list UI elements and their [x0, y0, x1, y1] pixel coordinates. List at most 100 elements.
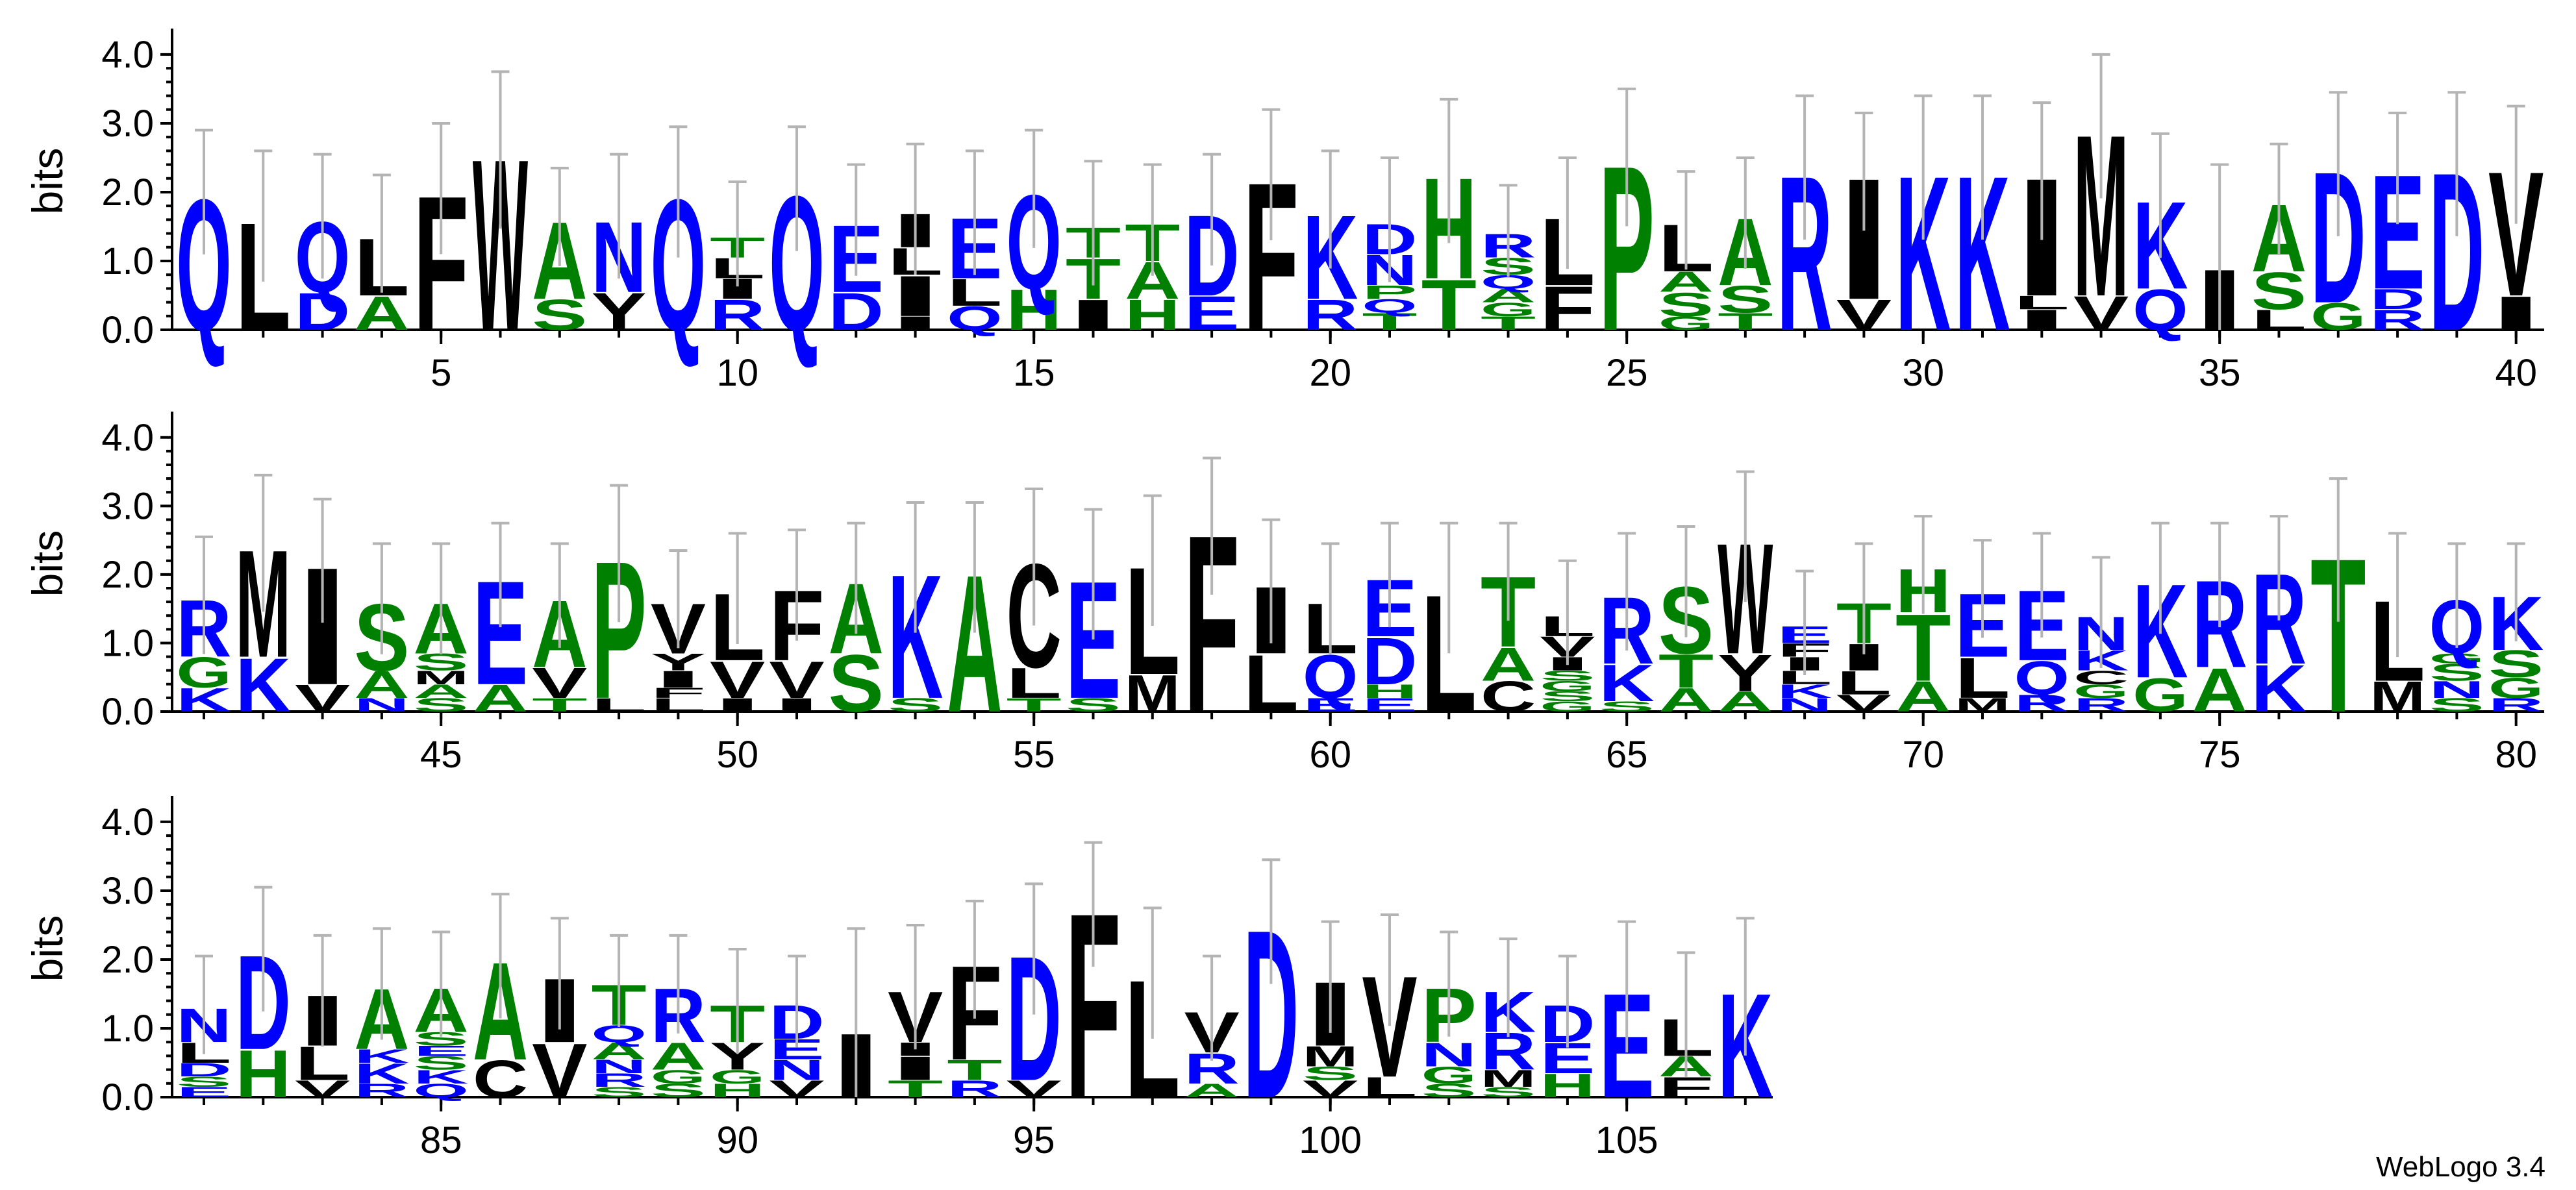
- residue-glyph-s: S: [176, 1074, 231, 1090]
- residue-glyph-l: L: [1007, 659, 1062, 707]
- residue-glyph-s: S: [2488, 643, 2544, 686]
- residue-glyph-s: S: [888, 694, 943, 715]
- residue-glyph-s: S: [414, 694, 469, 715]
- logo-column: Q: [651, 125, 706, 370]
- logo-column: RQE: [2014, 532, 2070, 717]
- logo-column: RTF: [947, 899, 1003, 1102]
- residue-glyph-g: G: [710, 1066, 765, 1087]
- residue-glyph-n: N: [769, 1054, 824, 1086]
- residue-glyph-s: S: [1540, 688, 1595, 704]
- x-tick-label: 50: [716, 734, 758, 776]
- y-tick-label: 4.0: [101, 34, 154, 76]
- residue-glyph-h: H: [710, 1080, 765, 1102]
- logo-column: I: [2192, 163, 2247, 349]
- residue-glyph-s: S: [1481, 1084, 1536, 1100]
- logo-column: T: [2310, 477, 2366, 758]
- residue-glyph-e: E: [414, 1043, 469, 1060]
- logo-column: EQL: [1303, 542, 1358, 715]
- logo-column: SE: [1066, 508, 1121, 734]
- y-tick-label: 0.0: [101, 1076, 154, 1119]
- logo-column: YN: [591, 153, 647, 341]
- residue-glyph-t: T: [1718, 308, 1773, 335]
- residue-glyph-e: E: [1303, 694, 1358, 715]
- logo-panel-3: 0.01.02.03.04.0bitsESDLNHDVLIRKKA85QKSES…: [23, 796, 1773, 1161]
- residue-glyph-g: G: [2073, 680, 2129, 702]
- logo-column: L: [1125, 906, 1180, 1134]
- logo-column: AE: [473, 521, 528, 720]
- residue-glyph-c: C: [473, 1050, 528, 1109]
- residue-glyph-m: M: [1955, 694, 2010, 715]
- logo-column: L: [236, 149, 291, 363]
- residue-glyph-i: I: [769, 694, 824, 715]
- residue-glyph-r: R: [947, 1076, 1002, 1102]
- residue-glyph-t: T: [1481, 313, 1536, 334]
- residue-glyph-s: S: [1303, 1063, 1358, 1084]
- residue-glyph-r: R: [591, 1070, 646, 1091]
- logo-column: TLC: [1007, 487, 1062, 715]
- logo-column: RK: [1303, 149, 1358, 340]
- residue-glyph-v: V: [532, 1028, 587, 1114]
- logo-column: AR: [2192, 521, 2247, 725]
- residue-glyph-k: K: [354, 1057, 409, 1089]
- logo-column: F: [1066, 841, 1121, 1154]
- residue-glyph-r: R: [2370, 304, 2425, 336]
- logo-column: R: [1777, 94, 1832, 377]
- x-tick-label: 15: [1013, 352, 1055, 394]
- logo-column: P: [1599, 87, 1655, 380]
- residue-glyph-v: V: [1836, 291, 1892, 339]
- logo-column: AL: [354, 173, 410, 340]
- residue-glyph-t: T: [1362, 308, 1417, 335]
- residue-glyph-a: A: [1481, 285, 1536, 306]
- residue-glyph-q: Q: [2132, 279, 2188, 343]
- logo-column: K: [1955, 94, 2010, 377]
- residue-glyph-g: G: [2488, 672, 2544, 704]
- logo-column: F: [414, 121, 469, 371]
- residue-glyph-a: A: [651, 1035, 706, 1078]
- residue-glyph-v: V: [710, 650, 765, 709]
- residue-glyph-v: V: [769, 1076, 825, 1102]
- logo-column: Q: [769, 125, 825, 371]
- logo-column: VI: [295, 497, 350, 720]
- residue-glyph-t: T: [947, 1054, 1002, 1086]
- residue-glyph-k: K: [176, 682, 231, 719]
- residue-glyph-e: E: [176, 1084, 231, 1100]
- logo-column: Q: [176, 129, 232, 370]
- logo-column: HED: [1540, 954, 1595, 1104]
- residue-glyph-n: N: [354, 695, 409, 716]
- y-tick-label: 0.0: [101, 309, 154, 351]
- residue-glyph-a: A: [354, 286, 409, 340]
- logo-column: QK: [2132, 132, 2188, 343]
- x-tick-label: 85: [420, 1119, 462, 1161]
- residue-glyph-c: C: [1481, 673, 1536, 721]
- residue-glyph-r: R: [354, 1080, 409, 1102]
- y-tick-label: 4.0: [101, 417, 154, 459]
- logo-column: RDE: [2370, 112, 2425, 336]
- residue-glyph-s: S: [1421, 1080, 1477, 1101]
- logo-column: IVF: [769, 528, 825, 715]
- residue-glyph-v: V: [1836, 690, 1892, 717]
- residue-glyph-a: A: [1481, 638, 1536, 691]
- x-tick-label: 30: [1902, 352, 1944, 394]
- logo-column: ITT: [1066, 160, 1121, 339]
- residue-glyph-g: G: [1421, 1062, 1477, 1089]
- residue-glyph-a: A: [2192, 656, 2247, 725]
- logo-column: K: [1895, 94, 1951, 377]
- y-tick-label: 3.0: [101, 870, 154, 912]
- residue-glyph-a: A: [414, 681, 469, 702]
- residue-glyph-v: V: [769, 650, 824, 709]
- logo-column: CAT: [1481, 521, 1536, 721]
- residue-glyph-a: A: [1658, 682, 1714, 719]
- logo-column: D: [2429, 91, 2484, 378]
- logo-column: VLI: [295, 934, 351, 1102]
- residue-glyph-d: D: [295, 282, 350, 341]
- residue-glyph-i: I: [2488, 286, 2544, 340]
- logo-column: SKR: [1599, 532, 1655, 715]
